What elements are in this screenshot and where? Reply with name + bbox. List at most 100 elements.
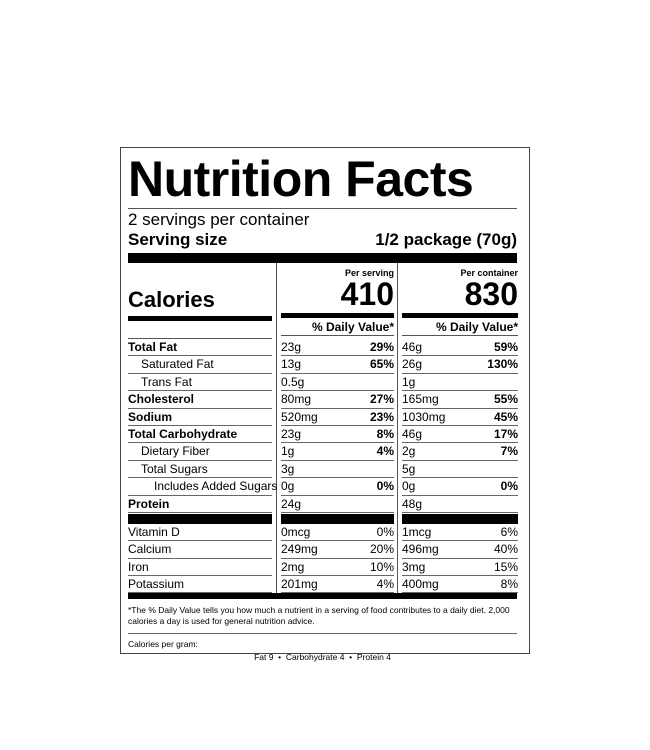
nutrient-serving: 0.5g	[281, 374, 394, 392]
vitamin-name: Calcium	[128, 541, 272, 559]
daily-value: 40%	[493, 542, 518, 557]
nutrient-container: 1030mg 45%	[402, 409, 518, 426]
vitamin-serving: 249mg 20%	[281, 541, 394, 559]
daily-value: 23%	[369, 409, 394, 424]
nutrient-container: 0g 0%	[402, 478, 518, 496]
nutrient-name: Includes Added Sugars	[128, 478, 277, 496]
amount: 0mcg	[281, 524, 311, 539]
nutrient-name: Protein	[128, 496, 272, 513]
nutrient-name: Trans Fat	[141, 374, 192, 389]
nutrient-name: Protein	[128, 496, 170, 511]
amount: 0.5g	[281, 374, 305, 389]
nutrient-name: Total Fat	[128, 340, 178, 354]
nutrient-name: Total Carbohydrate	[128, 426, 238, 441]
daily-value: 27%	[369, 392, 394, 407]
calories-per-gram-label: Calories per gram:	[128, 639, 198, 650]
amount: 0g	[402, 479, 416, 494]
amount: 3g	[281, 461, 295, 476]
daily-value: 10%	[369, 559, 394, 574]
vitamin-name: Potassium	[128, 577, 185, 592]
nutrient-container: 5g	[402, 461, 518, 479]
amount: 249mg	[281, 542, 318, 557]
daily-value: 4%	[376, 577, 394, 592]
serving-size-value: 1/2 package (70g)	[375, 230, 517, 249]
nutrient-serving: 1g 4%	[281, 443, 394, 461]
daily-value: 29%	[369, 340, 394, 354]
amount: 496mg	[402, 542, 439, 557]
daily-value: 130%	[487, 357, 518, 372]
dv-header-serving: % Daily Value*	[281, 318, 394, 336]
amount: 3mg	[402, 559, 426, 574]
amount: 1030mg	[402, 409, 446, 424]
thick-bar	[128, 593, 517, 600]
dv-header-container: % Daily Value*	[402, 318, 518, 336]
amount: 2g	[402, 444, 416, 459]
thick-bar	[128, 253, 517, 263]
thick-bar	[281, 513, 394, 524]
amount: 23g	[281, 426, 302, 441]
amount: 201mg	[281, 577, 318, 592]
nutrient-table: Total Fat Saturated Fat Trans Fat Cholester…	[128, 339, 518, 594]
vitamin-container: 400mg 8%	[402, 576, 518, 594]
nutrient-name: Sodium	[128, 409, 272, 426]
nutrient-container: 48g	[402, 496, 518, 513]
vitamin-serving: 2mg 10%	[281, 559, 394, 577]
amount: 24g	[281, 496, 302, 511]
nutrient-name: Saturated Fat	[141, 357, 214, 372]
nutrient-serving: 0g 0%	[281, 478, 394, 496]
label-title: Nutrition Facts	[128, 151, 474, 207]
daily-value: 0%	[500, 479, 518, 494]
nutrient-name: Dietary Fiber	[128, 443, 272, 461]
amount: 520mg	[281, 409, 318, 424]
vitamin-name: Calcium	[128, 542, 172, 557]
amount: 46g	[402, 426, 423, 441]
amount: 23g	[281, 340, 302, 354]
vitamin-name: Potassium	[128, 576, 272, 594]
amount: 48g	[402, 496, 423, 511]
calories-label: Calories	[128, 287, 215, 312]
nutrient-serving: 80mg 27%	[281, 391, 394, 409]
daily-value: 15%	[493, 559, 518, 574]
nutrition-facts-label: Nutrition Facts 2 servings per container…	[120, 147, 530, 662]
amount: 1mcg	[402, 524, 432, 539]
daily-value: 65%	[369, 357, 394, 372]
daily-value: 8%	[376, 426, 394, 441]
calories-per-serving: 410	[340, 276, 394, 312]
footnote: *The % Daily Value tells you how much a …	[128, 600, 517, 635]
nutrient-container: 46g 59%	[402, 339, 518, 357]
amount: 26g	[402, 357, 423, 372]
amount: 80mg	[281, 392, 312, 407]
nutrient-serving: 3g	[281, 461, 394, 479]
amount: 1g	[402, 374, 416, 389]
calories-per-container: 830	[464, 276, 518, 312]
vitamin-name: Iron	[128, 559, 149, 574]
daily-value: 6%	[500, 524, 518, 539]
vitamin-serving: 0mcg 0%	[281, 524, 394, 542]
daily-value: 8%	[500, 577, 518, 592]
daily-value: 59%	[493, 340, 518, 354]
vitamin-name: Vitamin D	[128, 524, 180, 539]
amount: 2mg	[281, 559, 305, 574]
nutrient-name: Trans Fat	[128, 374, 272, 392]
daily-value: 17%	[493, 426, 518, 441]
amount: 165mg	[402, 392, 439, 407]
daily-value: 0%	[376, 524, 394, 539]
vitamin-serving: 201mg 4%	[281, 576, 394, 594]
amount: 13g	[281, 357, 302, 372]
daily-value: 55%	[493, 392, 518, 407]
nutrient-name: Total Sugars	[128, 461, 272, 479]
nutrient-container: 2g 7%	[402, 443, 518, 461]
nutrient-serving: 13g 65%	[281, 356, 394, 374]
amount: 1g	[281, 444, 295, 459]
nutrient-name: Sodium	[128, 409, 172, 424]
vitamin-name: Iron	[128, 559, 272, 577]
nutrient-name: Cholesterol	[128, 392, 195, 407]
daily-value: 7%	[500, 444, 518, 459]
nutrient-container: 165mg 55%	[402, 391, 518, 409]
amount: 0g	[281, 479, 295, 494]
nutrient-name: Cholesterol	[128, 391, 272, 409]
thick-bar	[402, 513, 518, 524]
per-container-label: Per container	[460, 268, 518, 278]
nutrient-name: Total Sugars	[141, 461, 208, 476]
nutrient-container: 46g 17%	[402, 426, 518, 444]
